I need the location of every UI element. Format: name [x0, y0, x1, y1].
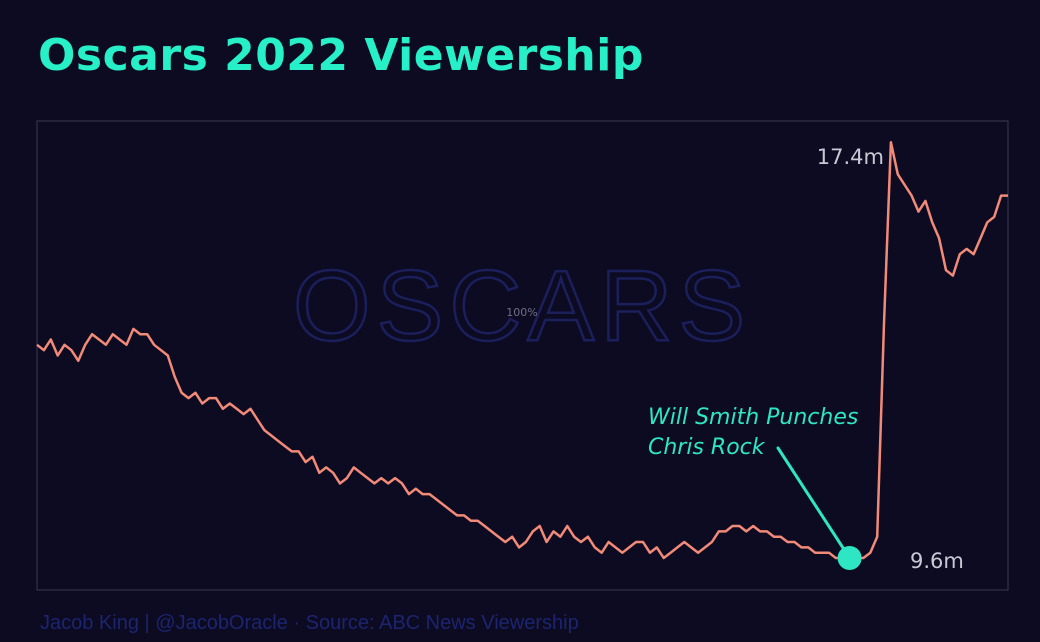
chart-title: Oscars 2022 Viewership — [38, 30, 644, 81]
peak-value-label: 17.4m — [817, 145, 884, 169]
annotation-dot — [837, 546, 862, 570]
annotation-text-line2: Chris Rock — [648, 435, 766, 460]
watermark-logo: OSCARS — [293, 250, 751, 362]
annotation-leader-line — [776, 446, 852, 560]
annotation-text-line1: Will Smith Punches — [648, 405, 858, 430]
watermark: OSCARS 100% — [292, 249, 751, 364]
punch-value-label: 9.6m — [910, 549, 964, 573]
zoom-indicator: 100% — [506, 306, 537, 319]
plot-frame — [36, 120, 1009, 591]
source-credit: Jacob King | @JacobOracle · Source: ABC … — [40, 612, 579, 634]
